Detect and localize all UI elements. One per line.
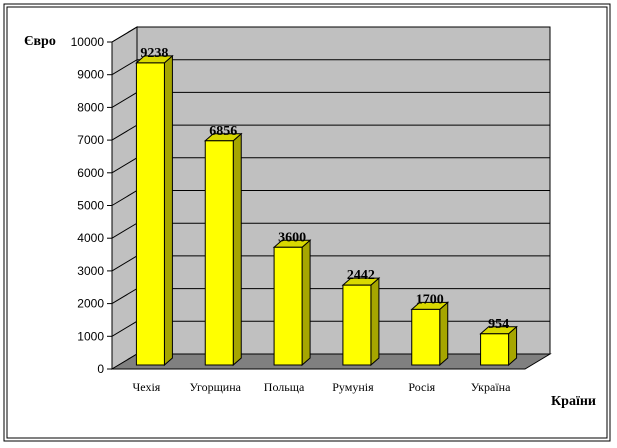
bar-front [342,284,372,366]
inner-border [6,6,608,439]
y-tick-label: 9000 [77,68,104,82]
y-axis-title: Євро [24,34,56,49]
bar: 9238 [135,46,174,367]
y-tick-label: 3000 [77,264,104,278]
x-tick-label: Угорщина [190,380,242,394]
y-tick-label: 1000 [77,329,104,343]
y-axis-ticks: 0 1000 2000 3000 4000 5000 6000 7000 8000 9000 100… [71,35,525,376]
bar: 1700 [410,292,450,367]
bar-front [480,333,510,366]
bar-front [411,308,441,366]
gridline [111,26,550,43]
x-tick-label: Україна [471,380,511,394]
bar-front [204,140,234,366]
y-tick-label: 8000 [77,100,104,114]
bar-side [439,301,449,367]
plot-area [110,26,552,370]
x-tick-label: Росія [408,380,435,394]
gridline [111,59,550,76]
bar-side [232,132,242,367]
y-tick-label: 10000 [71,35,105,49]
data-label: 6856 [209,124,237,139]
y-tick-label: 2000 [77,297,104,311]
data-label: 3600 [278,230,306,245]
bar-side [301,239,311,367]
bar: 6856 [203,124,243,367]
y-tick-label: 6000 [77,166,104,180]
bar-side [370,277,380,367]
bar-front [273,246,303,366]
bar-front [135,62,165,366]
x-tick-label: Чехія [133,380,161,394]
bar: 954 [479,317,518,367]
x-axis-categories: Чехія Угорщина Польща Румунія Росія Україна [133,380,512,394]
bar: 2442 [341,268,381,367]
data-label: 2442 [347,268,375,283]
data-label: 9238 [140,46,168,61]
x-tick-label: Румунія [332,380,374,394]
bar-side [163,54,173,367]
x-tick-label: Польща [264,380,305,394]
y-tick-label: 5000 [77,199,104,213]
bar: 3600 [272,230,312,367]
y-tick-label: 4000 [77,231,104,245]
y-tick-label: 7000 [77,133,104,147]
data-label: 954 [488,317,509,332]
bars: 9238 6856 3600 2442 1700 954 [135,46,518,367]
y-tick-label: 0 [97,362,104,376]
data-label: 1700 [416,292,444,307]
x-axis-title: Країни [551,394,596,409]
